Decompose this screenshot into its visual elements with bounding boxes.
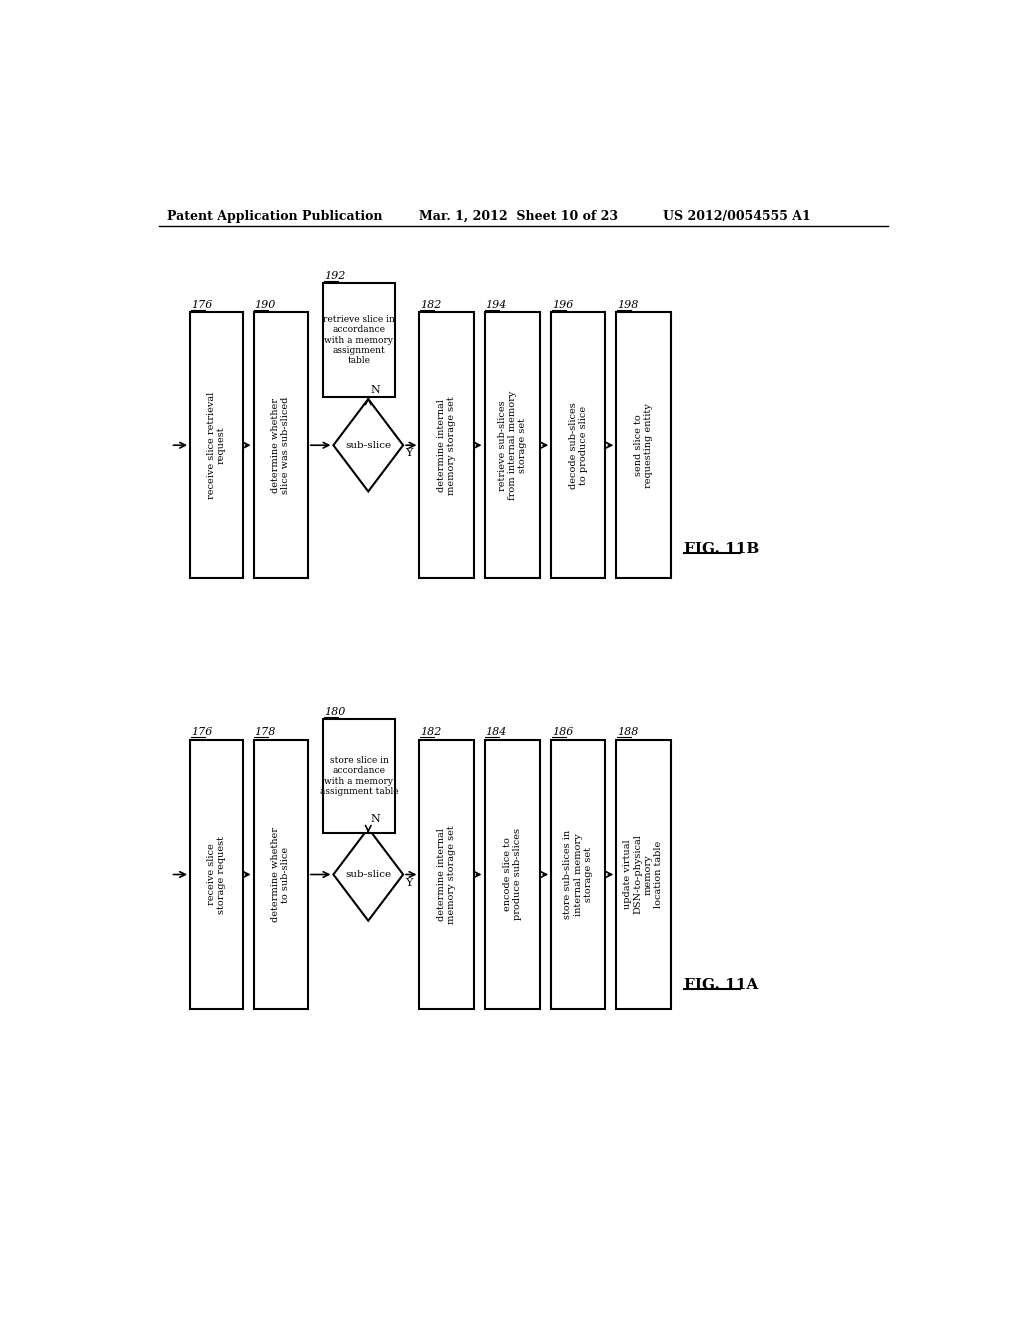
Bar [551,313,605,578]
Bar [616,313,671,578]
Text: decode sub-slices
to produce slice: decode sub-slices to produce slice [568,401,588,488]
Text: determine whether
to sub-slice: determine whether to sub-slice [271,828,291,921]
Bar [254,739,308,1010]
Text: retrieve sub-slices
from internal memory
storage set: retrieve sub-slices from internal memory… [498,391,527,500]
Polygon shape [334,829,403,921]
Bar [190,739,243,1010]
Text: FIG. 11B: FIG. 11B [684,543,760,556]
Bar [190,313,243,578]
Text: 178: 178 [254,727,275,738]
Bar [420,739,474,1010]
Text: 194: 194 [485,300,507,310]
Text: Y: Y [404,449,412,458]
Text: store sub-slices in
internal memory
storage set: store sub-slices in internal memory stor… [563,830,593,919]
Text: 190: 190 [254,300,275,310]
Text: FIG. 11A: FIG. 11A [684,978,759,993]
Text: 198: 198 [617,300,638,310]
Text: store slice in
accordance
with a memory
assignment table: store slice in accordance with a memory … [319,756,398,796]
Bar [254,313,308,578]
Text: receive slice
storage request: receive slice storage request [207,836,226,913]
Text: 180: 180 [324,706,345,717]
Bar [616,739,671,1010]
Text: sub-slice: sub-slice [345,870,391,879]
Text: update virtual
DSN-to-physical
memory
location table: update virtual DSN-to-physical memory lo… [624,834,664,915]
Text: 184: 184 [485,727,507,738]
Bar [484,313,541,578]
Bar [420,313,474,578]
Bar [551,739,605,1010]
Text: Y: Y [404,878,412,887]
Text: 176: 176 [190,300,212,310]
Text: N: N [371,385,380,395]
Text: 182: 182 [420,727,441,738]
Text: Patent Application Publication: Patent Application Publication [167,210,382,223]
Text: send slice to
requesting entity: send slice to requesting entity [634,403,653,487]
Text: US 2012/0054555 A1: US 2012/0054555 A1 [663,210,811,223]
Text: 182: 182 [420,300,441,310]
Text: 186: 186 [552,727,573,738]
Text: sub-slice: sub-slice [345,441,391,450]
Text: encode slice to
produce sub-slices: encode slice to produce sub-slices [503,829,522,920]
Text: 176: 176 [190,727,212,738]
Polygon shape [334,399,403,491]
Text: retrieve slice in
accordance
with a memory
assignment
table: retrieve slice in accordance with a memo… [323,315,395,366]
Text: 196: 196 [552,300,573,310]
Text: N: N [371,814,380,825]
Bar [484,739,541,1010]
Text: 192: 192 [324,271,345,281]
Text: determine internal
memory storage set: determine internal memory storage set [437,825,457,924]
Text: 188: 188 [617,727,638,738]
Bar [324,719,394,833]
Bar [324,284,394,397]
Text: determine whether
slice was sub-sliced: determine whether slice was sub-sliced [271,396,291,494]
Text: determine internal
memory storage set: determine internal memory storage set [437,396,457,495]
Text: receive slice retrieval
request: receive slice retrieval request [207,392,226,499]
Text: Mar. 1, 2012  Sheet 10 of 23: Mar. 1, 2012 Sheet 10 of 23 [419,210,617,223]
